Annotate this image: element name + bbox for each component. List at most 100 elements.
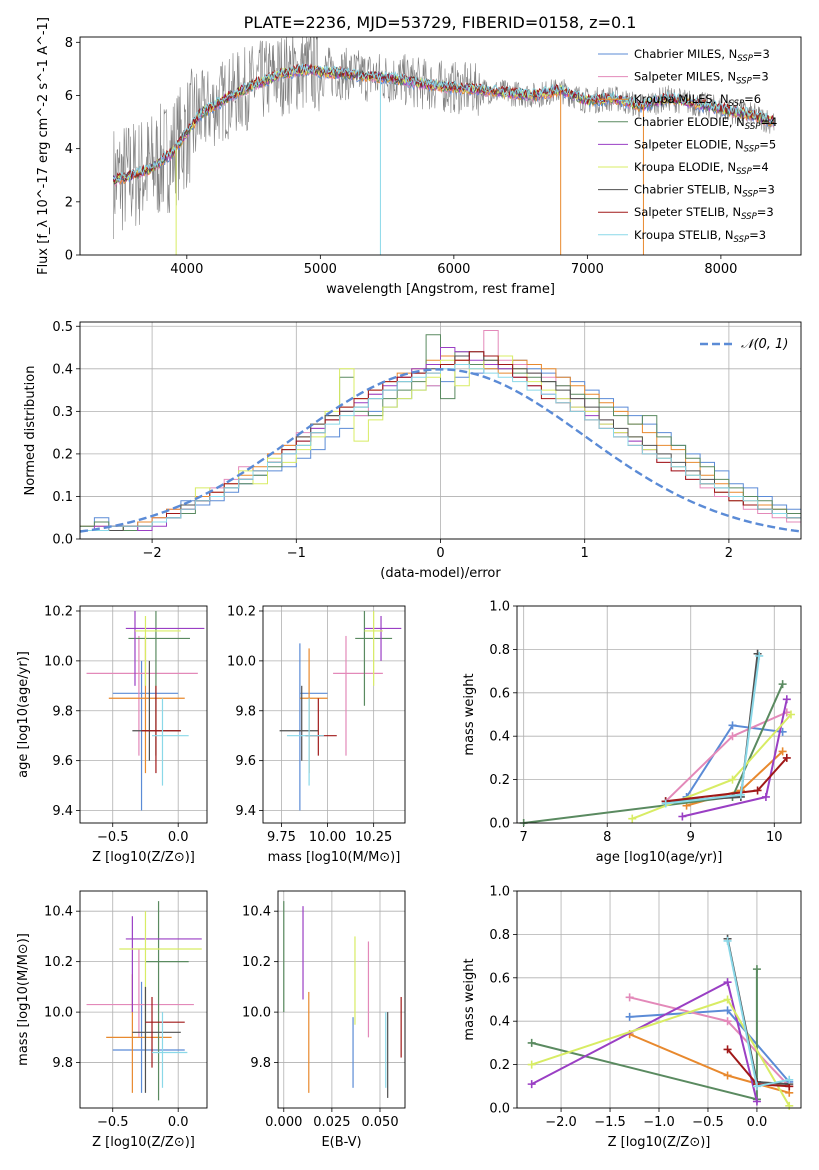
legend-sub: SSP (741, 212, 757, 222)
age-vs-mass-ytick-label: 9.8 (235, 704, 256, 719)
weight-vs-age-ytick-label: 0.6 (489, 686, 510, 701)
age-vs-Z-xtick-label: −0.5 (97, 830, 129, 845)
mass-vs-Z-errorbar-point (152, 1012, 188, 1088)
age-vs-mass-plot (279, 610, 402, 811)
mass-vs-Z-xtick-label: −0.5 (97, 1115, 129, 1130)
mass-vs-Z-xtick-label: 0.0 (168, 1115, 189, 1130)
residuals-histogram (80, 364, 801, 531)
legend-label: Chabrier ELODIE, N (634, 115, 745, 129)
age-vs-mass-frame (262, 605, 406, 824)
mass-vs-EBV-axes: 0.000 0.025 0.050 9.8 10.0 10.2 10.4 (242, 891, 405, 1130)
weight-vs-Z-ytick-label: 0.4 (489, 1015, 510, 1030)
weight-vs-Z-point-marker (723, 936, 732, 945)
mass-vs-EBV-frame (277, 890, 406, 1109)
weight-vs-age-axes: 7 8 9 10 0.0 0.2 0.4 0.6 0.8 1.0 (489, 600, 801, 845)
weight-vs-age-xtick-label: 7 (520, 830, 528, 845)
mass-vs-Z-errorbar-point (119, 911, 202, 1038)
residuals-xtick-label: 2 (725, 546, 733, 561)
age-vs-mass-errorbar-point (364, 615, 402, 661)
mass-vs-Z-frame (79, 890, 208, 1109)
legend-sub: SSP (742, 190, 758, 200)
residuals-ytick-label: 0.5 (52, 320, 73, 335)
weight-vs-Z-series-line (726, 938, 790, 1086)
weight-vs-Z-point-marker (527, 1080, 536, 1089)
weight-vs-Z-ytick-label: 0.0 (489, 1102, 510, 1117)
spectrum-xtick-label: 7000 (571, 262, 604, 277)
legend-sub: SSP (737, 54, 753, 64)
legend-entry: Kroupa MILES, NSSP=6 (634, 92, 761, 109)
weight-vs-age-xlabel: age [log10(age/yr)] (596, 850, 723, 865)
mass-vs-Z-errorbar-point (125, 916, 202, 1013)
residuals-axes: −2 −1 0 1 2 0.0 0.1 0.2 0.3 0.4 0.5 (52, 320, 801, 561)
mass-vs-Z-errorbar-point (145, 901, 189, 1101)
residuals-histogram (80, 351, 801, 531)
age-vs-Z-xtick-label: 0.0 (168, 830, 189, 845)
normal-reference-curve (80, 368, 801, 533)
mass-vs-Z-ytick-label: 10.2 (44, 955, 73, 970)
figure-title: PLATE=2236, MJD=53729, FIBERID=0158, z=0… (244, 13, 637, 32)
residuals-histogram (80, 355, 801, 531)
legend-sub: SSP (736, 167, 752, 177)
weight-vs-Z-point-marker (785, 1101, 794, 1110)
weight-vs-Z-point-marker (723, 1006, 732, 1015)
weight-vs-Z-point-marker (785, 1075, 794, 1084)
spectrum-ytick-label: 6 (65, 89, 73, 104)
weight-vs-Z-point-marker (723, 1071, 732, 1080)
age-vs-Z-errorbar-point (108, 635, 185, 774)
weight-vs-Z-plot (527, 934, 794, 1110)
spectrum-plot (112, 37, 775, 255)
residuals-xtick-label: 1 (581, 546, 589, 561)
legend-label: Kroupa MILES, N (634, 92, 729, 106)
age-vs-mass-ytick-label: 9.6 (235, 754, 256, 769)
residuals-xtick-label: 0 (436, 546, 444, 561)
weight-vs-Z-point-marker (723, 1017, 732, 1026)
legend-entry: Chabrier STELIB, NSSP=3 (634, 183, 775, 200)
age-vs-Z-ytick-label: 9.6 (52, 754, 73, 769)
residuals-xlabel: (data-model)/error (380, 566, 501, 581)
mass-vs-Z-errorbar-point (132, 986, 181, 1093)
weight-vs-age-point-marker (628, 814, 637, 823)
weight-vs-age-ytick-label: 0.2 (489, 773, 510, 788)
age-vs-mass-xtick-label: 10.25 (355, 830, 392, 845)
weight-vs-Z-point-marker (527, 1038, 536, 1047)
weight-vs-Z-ytick-label: 0.2 (489, 1058, 510, 1073)
residuals-xtick-label: −1 (287, 546, 306, 561)
legend-label: Kroupa STELIB, N (634, 228, 734, 242)
legend-sub: SSP (729, 99, 745, 109)
age-vs-Z-errorbar-point (125, 610, 205, 686)
spectrum-ytick-label: 4 (65, 142, 73, 157)
mass-vs-EBV-ytick-label: 10.2 (242, 955, 271, 970)
mass-vs-EBV-plot (283, 901, 402, 1098)
age-vs-Z-plot (86, 610, 205, 811)
mass-vs-EBV-ytick-label: 10.0 (242, 1006, 271, 1021)
weight-vs-age-point-marker (728, 775, 737, 784)
legend-sub: SSP (744, 144, 760, 154)
age-vs-Z-frame (79, 605, 208, 824)
spectrum-ylabel: Flux [f_λ 10^-17 erg cm^-2 s^-1 A^-1] (36, 17, 51, 275)
weight-vs-age-point-marker (678, 812, 687, 821)
spectrum-model-line (112, 63, 774, 183)
weight-vs-age-point-marker (782, 695, 791, 704)
weight-vs-age-point-marker (782, 753, 791, 762)
weight-vs-age-ytick-label: 1.0 (489, 600, 510, 615)
weight-vs-Z-point-marker (625, 993, 634, 1002)
mass-vs-Z-ylabel: mass [log10(M/M⊙)] (16, 933, 31, 1066)
weight-vs-Z-xtick-label: −0.5 (692, 1115, 724, 1130)
legend-label: Salpeter STELIB, N (634, 205, 741, 219)
spectrum-ytick-label: 0 (65, 249, 73, 264)
residuals-ytick-label: 0.2 (52, 447, 73, 462)
age-vs-mass-errorbar-point (279, 685, 319, 761)
weight-vs-Z-point-marker (723, 1045, 732, 1054)
legend-label: Chabrier STELIB, N (634, 183, 742, 197)
legend-tail: =3 (758, 183, 775, 197)
legend-entry: Chabrier ELODIE, NSSP=4 (634, 115, 777, 132)
legend-tail: =5 (759, 137, 776, 151)
residuals-xtick-label: −2 (143, 546, 162, 561)
legend-tail: =3 (753, 47, 770, 61)
age-vs-Z-errorbar-point (134, 615, 181, 686)
age-vs-mass-ytick-label: 10.0 (227, 654, 256, 669)
age-vs-mass-errorbar-point (305, 698, 337, 756)
residuals-ylabel: Normed distribution (23, 366, 38, 496)
weight-vs-Z-xlabel: Z [log10(Z/Z⊙)] (608, 1135, 711, 1150)
weight-vs-Z-ylabel: mass weight (462, 958, 477, 1040)
